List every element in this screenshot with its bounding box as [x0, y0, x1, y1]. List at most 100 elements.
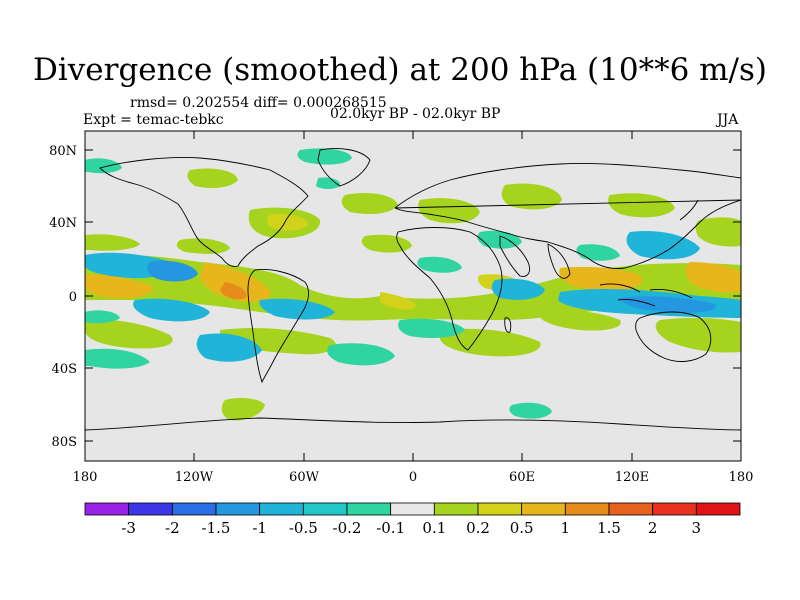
- coastlines: [85, 148, 741, 431]
- x-tick-label: 60E: [509, 470, 535, 485]
- colorbar-swatch: [433, 502, 479, 516]
- field-region: [85, 234, 140, 251]
- field-region: [147, 260, 198, 282]
- field-region: [540, 310, 621, 331]
- x-axis: 180 120W 60W 0 60E 120E 180: [73, 131, 754, 485]
- coastline-indonesia: [599, 283, 693, 307]
- colorbar-swatch: [259, 502, 304, 516]
- chart-title: Divergence (smoothed) at 200 hPa (10**6 …: [33, 52, 767, 88]
- x-tick-label: 180: [729, 470, 754, 485]
- x-tick-label: 120W: [175, 470, 214, 485]
- field-region: [85, 158, 122, 174]
- coastline-madagascar: [504, 317, 512, 333]
- colorbar-label: -0.1: [376, 519, 405, 537]
- colorbar-label: -3: [121, 519, 136, 537]
- coastline-north-america: [99, 157, 309, 267]
- colorbar-label: -1.5: [202, 519, 231, 537]
- colorbar-swatch: [128, 502, 173, 516]
- field-region: [626, 230, 700, 260]
- y-tick-label: 0: [69, 290, 77, 305]
- field-region: [85, 348, 150, 369]
- colorbar-swatch: [390, 502, 435, 516]
- colorbar-label: -0.5: [289, 519, 318, 537]
- coastline-south-america: [247, 269, 310, 384]
- colorbar-label: 2: [648, 519, 658, 537]
- field-region: [187, 168, 238, 188]
- colorbar: -3 -2 -1.5 -1 -0.5 -0.2 -0.1 0.1 0.2 0.5 1 1.5 2 3: [84, 502, 741, 537]
- stats-text: rmsd= 0.202554 diff= 0.000268515: [130, 95, 387, 111]
- field-region: [266, 214, 308, 231]
- colorbar-swatch: [215, 502, 261, 516]
- colorbar-swatch: [652, 502, 697, 516]
- field-region: [380, 292, 416, 310]
- colorbar-label: 0.1: [422, 519, 446, 537]
- colorbar-label: -1: [252, 519, 267, 537]
- colorbar-label: 3: [692, 519, 702, 537]
- experiment-text: Expt = temac-tebkc: [83, 112, 224, 128]
- colorbar-swatch: [477, 502, 523, 516]
- field-region: [576, 244, 620, 261]
- field-region: [200, 262, 271, 302]
- field-region: [85, 252, 169, 279]
- colorbar-swatch: [302, 502, 348, 516]
- field-region: [297, 148, 352, 165]
- season-text: JJA: [717, 112, 739, 128]
- field-region: [418, 198, 480, 224]
- field-region: [259, 298, 335, 320]
- field-region: [417, 256, 462, 273]
- field-region: [316, 177, 341, 189]
- x-tick-label: 180: [73, 470, 98, 485]
- field-region: [85, 319, 173, 349]
- field-region: [685, 262, 741, 293]
- colorbar-label: -0.2: [333, 519, 362, 537]
- y-tick-label: 40S: [52, 362, 77, 377]
- field-region: [695, 217, 741, 247]
- colorbar-label: 1.5: [597, 519, 621, 537]
- coastline-antarctica: [85, 417, 741, 431]
- colorbar-swatch: [346, 502, 392, 516]
- y-axis: 80N 40N 0 40S 80S: [49, 144, 741, 450]
- coastline-australia: [635, 311, 712, 362]
- coastline-eurasia: [394, 163, 741, 269]
- y-tick-label: 40N: [49, 216, 77, 231]
- field-region: [608, 193, 675, 218]
- colorbar-swatch: [84, 502, 130, 516]
- field-region: [196, 333, 262, 362]
- x-tick-label: 120E: [615, 470, 649, 485]
- field-region: [221, 397, 265, 421]
- field-region: [509, 402, 552, 419]
- coastline-japan: [679, 199, 699, 221]
- field-region: [361, 234, 412, 253]
- field-region: [398, 318, 465, 338]
- coastline-arabia-india: [499, 235, 571, 279]
- period-text: 02.0kyr BP - 02.0kyr BP: [330, 106, 501, 122]
- colorbar-label: 0.2: [466, 519, 490, 537]
- coastline-greenland: [317, 148, 371, 187]
- field-region: [85, 310, 120, 324]
- colorbar-swatch: [521, 502, 566, 516]
- y-tick-label: 80N: [49, 144, 77, 159]
- x-tick-label: 0: [409, 470, 417, 485]
- field-region: [559, 266, 643, 291]
- colorbar-label: -2: [165, 519, 180, 537]
- colorbar-swatch: [564, 502, 610, 516]
- colorbar-swatch: [608, 502, 654, 516]
- x-tick-label: 60W: [289, 470, 320, 485]
- colorbar-label: 1: [561, 519, 571, 537]
- coastline-africa: [396, 227, 503, 351]
- field-region: [133, 298, 210, 322]
- field-region: [85, 274, 153, 299]
- y-tick-label: 80S: [52, 435, 77, 450]
- field-region: [220, 282, 247, 300]
- field-region: [440, 328, 541, 357]
- colorbar-swatch: [695, 502, 741, 516]
- colorbar-label: 0.5: [510, 519, 534, 537]
- field-region: [341, 193, 398, 214]
- colorbar-swatch: [171, 502, 217, 516]
- field-region: [620, 296, 716, 313]
- field-region: [491, 278, 545, 300]
- field-region: [327, 343, 395, 366]
- field-region: [501, 183, 562, 210]
- field-region: [176, 238, 230, 254]
